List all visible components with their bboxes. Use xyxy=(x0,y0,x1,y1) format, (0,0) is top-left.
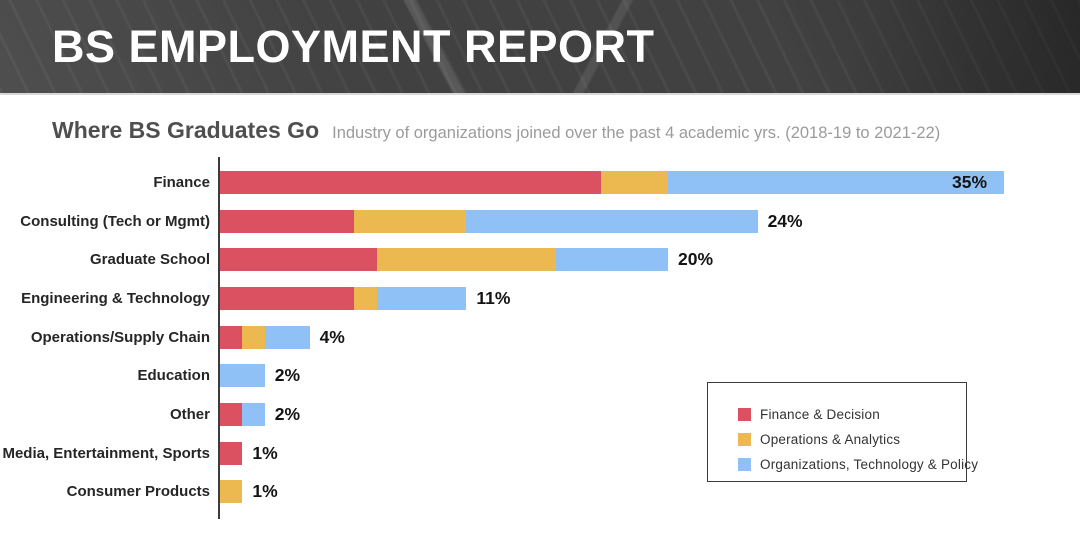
value-label: 20% xyxy=(677,249,714,270)
category-axis: Finance Consulting (Tech or Mgmt) Graduate… xyxy=(0,157,218,519)
category-label: Consulting (Tech or Mgmt) xyxy=(20,212,210,230)
legend-box: Finance & Decision Operations & Analytic… xyxy=(707,382,978,482)
chart-row: 20% xyxy=(220,240,1080,279)
chart-row: 2% xyxy=(220,356,1080,395)
bar-segment xyxy=(220,480,243,504)
category-label: Graduate School xyxy=(89,251,210,269)
bar-segment xyxy=(220,402,243,426)
stacked-bar xyxy=(220,209,758,233)
stacked-bar xyxy=(220,402,265,426)
legend-swatch-orange xyxy=(738,433,751,446)
value-label: 2% xyxy=(274,403,301,424)
value-label: 24% xyxy=(767,210,803,231)
stacked-bar xyxy=(220,286,467,310)
category-label: Consumer Products xyxy=(66,483,210,501)
bar-segment xyxy=(242,325,265,349)
legend-item-org-tech-policy: Organizations, Technology & Policy xyxy=(738,452,978,477)
stacked-bar xyxy=(220,441,243,465)
legend-item-operations-analytics: Operations & Analytics xyxy=(738,427,966,452)
category-label: Engineering & Technology xyxy=(21,289,210,307)
bar-segment xyxy=(220,209,355,233)
bar-segment xyxy=(354,209,467,233)
bar-segment xyxy=(264,325,310,349)
page-title: BS EMPLOYMENT REPORT xyxy=(52,20,655,72)
bar-segment xyxy=(220,170,601,194)
stacked-bar xyxy=(220,325,310,349)
chart-row: 4% xyxy=(220,318,1080,357)
bar-segment xyxy=(220,248,377,272)
bar-segment xyxy=(220,364,265,388)
bar-segment xyxy=(667,170,1004,194)
stacked-bar xyxy=(220,248,668,272)
plot-area: 35% 24% 20% 11% 4% 2% 2% 1% 1% xyxy=(218,157,1080,520)
value-label: 1% xyxy=(252,442,278,463)
bar-segment xyxy=(220,286,355,310)
legend-item-finance-decision: Finance & Decision xyxy=(738,402,966,427)
category-label: Media, Entertainment, Sports xyxy=(2,444,210,462)
category-label: Other xyxy=(169,405,210,423)
legend-label: Finance & Decision xyxy=(760,407,880,422)
chart-subtitle: Industry of organizations joined over th… xyxy=(332,124,941,142)
header-banner: BS EMPLOYMENT REPORT xyxy=(0,0,1080,95)
chart-row: 2% xyxy=(220,395,1080,434)
bar-segment xyxy=(376,248,556,272)
chart-row: 35% xyxy=(220,163,1080,202)
chart-title: Where BS Graduates Go xyxy=(52,117,320,143)
legend-swatch-red xyxy=(738,408,751,421)
value-label: 2% xyxy=(274,365,301,386)
stacked-bar xyxy=(220,480,243,504)
bar-segment xyxy=(354,286,377,310)
bar-segment xyxy=(600,170,668,194)
bar-segment xyxy=(220,325,243,349)
bar-segment xyxy=(466,209,758,233)
category-label: Finance xyxy=(153,173,210,191)
legend-swatch-blue xyxy=(738,458,751,471)
category-label: Education xyxy=(137,367,210,385)
legend-label: Operations & Analytics xyxy=(760,432,901,447)
chart-row: 1% xyxy=(220,473,1080,512)
legend-label: Organizations, Technology & Policy xyxy=(760,457,979,472)
value-label: 1% xyxy=(252,481,278,502)
bar-segment xyxy=(242,402,265,426)
chart-row: 24% xyxy=(220,202,1080,241)
chart-heading: Where BS Graduates Go Industry of organi… xyxy=(52,117,1080,149)
bar-segment xyxy=(555,248,668,272)
value-label: 11% xyxy=(476,287,511,308)
value-label: 4% xyxy=(319,326,345,347)
stacked-bar xyxy=(220,364,265,388)
bar-segment xyxy=(376,286,467,310)
chart-row: 1% xyxy=(220,434,1080,473)
stacked-bar xyxy=(220,170,1004,194)
category-label: Operations/Supply Chain xyxy=(30,328,210,346)
stacked-bar-chart: Finance Consulting (Tech or Mgmt) Graduate… xyxy=(0,157,1080,520)
bar-segment xyxy=(220,441,243,465)
value-label: 35% xyxy=(951,171,988,192)
chart-row: 11% xyxy=(220,279,1080,318)
